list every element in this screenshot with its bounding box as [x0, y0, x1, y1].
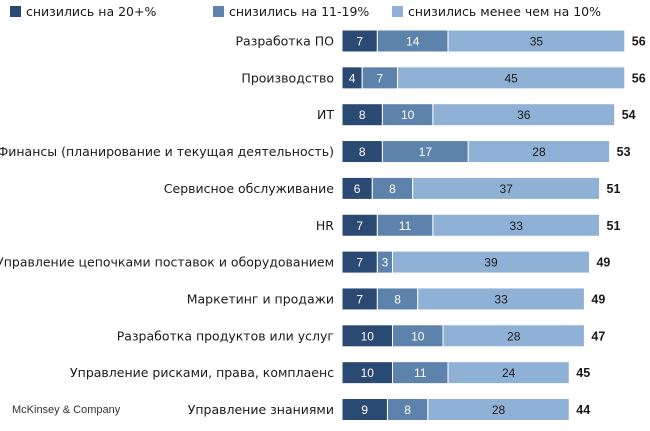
chart-row: ИТ 8 10 36 54 — [317, 103, 636, 127]
legend-label: снизились на 20+% — [26, 4, 156, 19]
bar-value-label: 28 — [507, 329, 521, 343]
bar-value-label: 7 — [356, 219, 363, 233]
bar-value-label: 10 — [361, 366, 375, 380]
category-label: ИТ — [317, 107, 334, 122]
bar-value-label: 10 — [361, 329, 375, 343]
bar-value-label: 39 — [484, 256, 498, 270]
legend-swatch — [392, 6, 403, 17]
category-label: Управление цепочками поставок и оборудов… — [0, 255, 334, 270]
bar-total-label: 51 — [607, 219, 621, 233]
bar-value-label: 33 — [494, 292, 508, 306]
legend-label: снизились на 11-19% — [229, 4, 369, 19]
bar-total-label: 45 — [576, 366, 590, 380]
bar-value-label: 4 — [349, 71, 356, 85]
legend-item: снизились на 11-19% — [213, 4, 369, 19]
bar-segment — [432, 213, 601, 237]
chart-row: Разработка продуктов или услуг 10 10 28 47 — [117, 324, 605, 348]
bar-value-label: 7 — [356, 292, 363, 306]
category-label: Производство — [241, 70, 334, 85]
category-label: Маркетинг и продажи — [187, 291, 334, 306]
chart-row: Производство 4 7 45 56 — [241, 66, 646, 90]
bar-segment — [427, 398, 570, 421]
bar-total-label: 56 — [632, 35, 646, 49]
bar-value-label: 7 — [377, 71, 384, 85]
chart-row: Управление рисками, права, комплаенс 10 11… — [70, 361, 590, 385]
chart-row: Управление цепочками поставок и оборудов… — [0, 250, 610, 274]
bar-value-label: 10 — [411, 329, 425, 343]
chart-row: Управление знаниями 9 8 28 44 — [188, 398, 590, 421]
bar-value-label: 11 — [399, 219, 412, 233]
bar-value-label: 8 — [389, 182, 396, 196]
chart-row: Маркетинг и продажи 7 8 33 49 — [187, 287, 605, 311]
bar-value-label: 45 — [504, 71, 518, 85]
bar-total-label: 54 — [622, 108, 636, 122]
bar-value-label: 9 — [361, 403, 368, 417]
bar-value-label: 28 — [532, 145, 546, 159]
category-label: Управление знаниями — [188, 402, 334, 417]
legend-item: снизились менее чем на 10% — [392, 4, 601, 19]
source-note: McKinsey & Company — [12, 404, 121, 416]
chart-row: Финансы (планирование и текущая деятельн… — [0, 140, 631, 164]
bar-value-label: 35 — [530, 35, 544, 49]
bar-segment — [417, 287, 585, 311]
bar-segment — [432, 103, 616, 127]
bar-value-label: 17 — [419, 145, 433, 159]
bar-total-label: 51 — [607, 182, 621, 196]
bar-value-label: 7 — [356, 35, 363, 49]
bar-total-label: 49 — [591, 292, 605, 306]
bar-value-label: 3 — [382, 256, 389, 270]
legend-item: снизились на 20+% — [10, 4, 156, 19]
bar-segment — [392, 250, 590, 274]
bar-value-label: 24 — [502, 366, 516, 380]
legend-label: снизились менее чем на 10% — [408, 4, 601, 19]
bar-segment — [467, 140, 611, 164]
category-label: Финансы (планирование и текущая деятельн… — [0, 144, 334, 159]
bar-segment — [397, 66, 626, 90]
legend-swatch — [213, 6, 224, 17]
legend: снизились на 20+% снизились на 11-19% сниз… — [10, 4, 601, 19]
chart-row: HR 7 11 33 51 — [316, 213, 621, 237]
bar-total-label: 56 — [632, 71, 646, 85]
legend-swatch — [10, 6, 21, 17]
bar-value-label: 14 — [406, 35, 420, 49]
bar-total-label: 44 — [576, 403, 590, 417]
bar-segment — [412, 176, 601, 200]
bar-total-label: 49 — [596, 256, 610, 270]
chart-row: Сервисное обслуживание 6 8 37 51 — [164, 176, 621, 200]
bar-segment — [447, 361, 570, 385]
category-label: Разработка ПО — [236, 34, 335, 49]
category-label: Разработка продуктов или услуг — [117, 328, 334, 343]
bar-value-label: 6 — [354, 182, 361, 196]
chart-row: Разработка ПО 7 14 35 56 — [236, 29, 646, 53]
bar-value-label: 8 — [394, 292, 401, 306]
category-label: Сервисное обслуживание — [164, 181, 335, 196]
bar-value-label: 28 — [492, 403, 506, 417]
category-label: HR — [316, 218, 334, 233]
bar-value-label: 11 — [414, 366, 427, 380]
bar-value-label: 10 — [401, 108, 415, 122]
bar-value-label: 8 — [359, 145, 366, 159]
bar-value-label: 8 — [359, 108, 366, 122]
bar-segment — [447, 29, 626, 53]
bar-total-label: 47 — [591, 329, 605, 343]
bar-value-label: 33 — [510, 219, 524, 233]
bar-segment — [442, 324, 585, 348]
bar-value-label: 7 — [356, 256, 363, 270]
bar-total-label: 53 — [617, 145, 631, 159]
category-label: Управление рисками, права, комплаенс — [70, 365, 334, 380]
bar-value-label: 37 — [499, 182, 513, 196]
bar-value-label: 8 — [404, 403, 411, 417]
bar-value-label: 36 — [517, 108, 531, 122]
